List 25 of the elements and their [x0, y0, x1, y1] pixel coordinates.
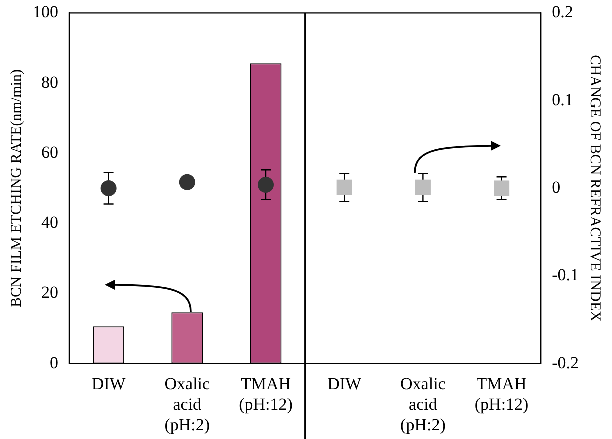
point: [494, 180, 510, 196]
y-tick-label: 40: [42, 213, 58, 232]
y2-tick-label: -0.1: [552, 266, 580, 285]
point: [415, 180, 431, 196]
y-tick-label: 100: [33, 2, 58, 22]
y-axis-title: BCN FILM ETCHING RATE(nm/min): [8, 70, 25, 308]
y-tick-label: 20: [42, 283, 58, 302]
y-tick-label: 0: [50, 353, 58, 372]
x-tick-label: TMAH (pH:12): [239, 374, 293, 414]
x-tick-label: Oxalic acid (pH:2): [164, 374, 210, 434]
y-tick-label: 60: [42, 142, 58, 162]
x-tick-label: Oxalic acid (pH:2): [400, 374, 446, 434]
y2-tick-label: 0: [552, 178, 561, 197]
point: [100, 180, 117, 196]
point: [179, 174, 196, 190]
x-tick-label: TMAH (pH:12): [474, 374, 529, 414]
y-tick-label: 80: [42, 72, 58, 92]
y2-tick-label: 0.1: [552, 90, 574, 110]
y2-tick-label: 0.2: [552, 2, 574, 22]
y2-axis-title: CHANGE OF BCN REFRACTIVE INDEX: [587, 55, 604, 322]
x-tick-label: DIW: [92, 374, 127, 394]
y2-tick-label: -0.2: [552, 353, 580, 372]
point: [336, 180, 352, 196]
point: [258, 176, 274, 193]
x-tick-label: DIW: [328, 374, 363, 394]
